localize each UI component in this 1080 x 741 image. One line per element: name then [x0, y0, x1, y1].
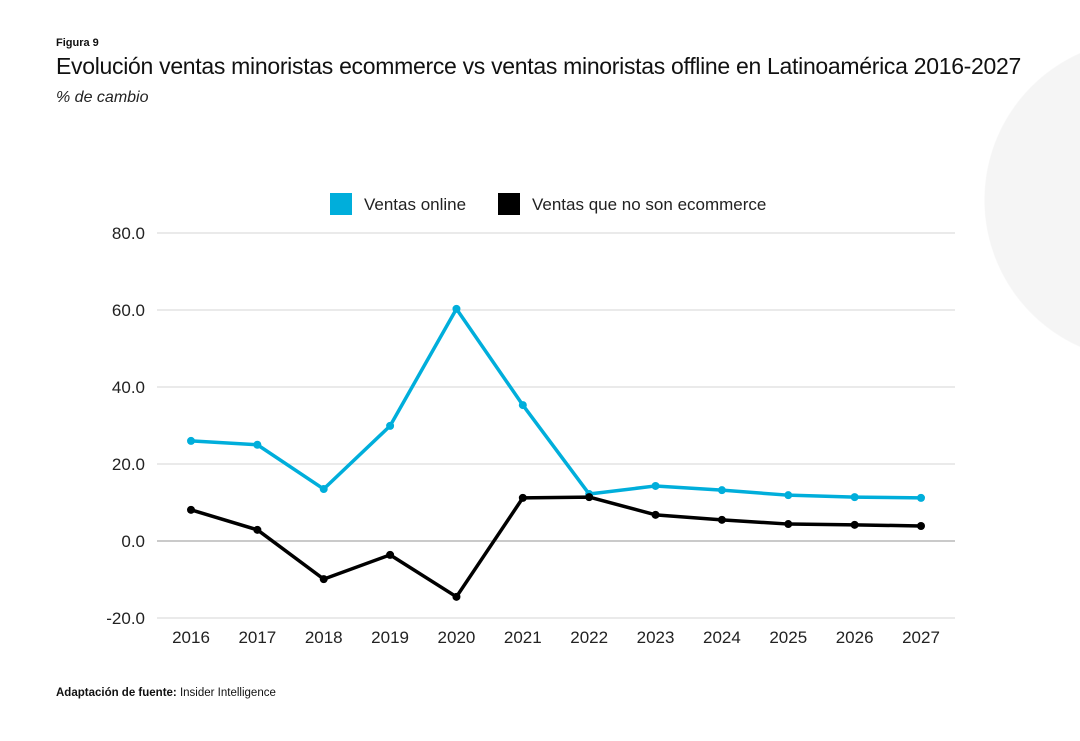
data-point	[717, 515, 726, 524]
data-point	[386, 550, 395, 559]
legend-label: Ventas online	[364, 195, 466, 214]
legend-swatch	[330, 193, 352, 215]
chart-title: Evolución ventas minoristas ecommerce vs…	[56, 53, 1022, 79]
x-tick-label: 2021	[504, 628, 542, 647]
data-point	[386, 421, 395, 430]
source-label: Adaptación de fuente:	[56, 687, 177, 699]
data-point	[253, 440, 262, 449]
data-point	[319, 575, 328, 584]
x-tick-label: 2027	[902, 628, 940, 647]
x-tick-label: 2020	[438, 628, 476, 647]
data-point	[917, 493, 925, 502]
y-tick-label: 80.0	[112, 224, 145, 243]
source-note: Adaptación de fuente: Insider Intelligen…	[56, 687, 276, 699]
series-line-online	[190, 307, 922, 500]
x-tick-label: 2018	[305, 628, 343, 647]
y-tick-label: 20.0	[112, 455, 145, 474]
data-point	[319, 485, 328, 494]
data-point	[518, 493, 527, 502]
legend-label: Ventas que no son ecommerce	[532, 195, 766, 214]
chart-subtitle: % de cambio	[56, 89, 149, 106]
x-tick-label: 2022	[570, 628, 608, 647]
data-point	[850, 520, 859, 529]
x-tick-label: 2019	[371, 628, 409, 647]
data-point	[784, 491, 793, 500]
data-point	[850, 493, 859, 502]
data-point	[651, 510, 660, 519]
data-point	[452, 592, 461, 601]
source-value: Insider Intelligence	[179, 687, 276, 699]
data-point	[585, 493, 594, 502]
x-tick-label: 2023	[637, 628, 675, 647]
data-point	[253, 525, 262, 534]
data-point	[452, 304, 461, 313]
figure-label: Figura 9	[56, 37, 99, 49]
data-point	[187, 505, 195, 514]
legend-swatch	[498, 193, 520, 215]
data-point	[187, 436, 195, 445]
y-tick-label: -20.0	[106, 609, 145, 628]
data-point	[717, 486, 726, 495]
y-tick-label: 60.0	[112, 301, 145, 320]
x-tick-label: 2016	[172, 628, 210, 647]
series-line-offline	[190, 495, 922, 599]
data-point	[518, 401, 527, 410]
x-tick-label: 2026	[836, 628, 874, 647]
y-tick-label: 40.0	[112, 378, 145, 397]
y-tick-label: 0.0	[121, 532, 145, 551]
data-point	[651, 481, 660, 490]
data-point	[784, 520, 793, 529]
x-tick-label: 2024	[703, 628, 741, 647]
data-point	[917, 521, 925, 530]
x-tick-label: 2025	[769, 628, 807, 647]
x-tick-label: 2017	[238, 628, 276, 647]
